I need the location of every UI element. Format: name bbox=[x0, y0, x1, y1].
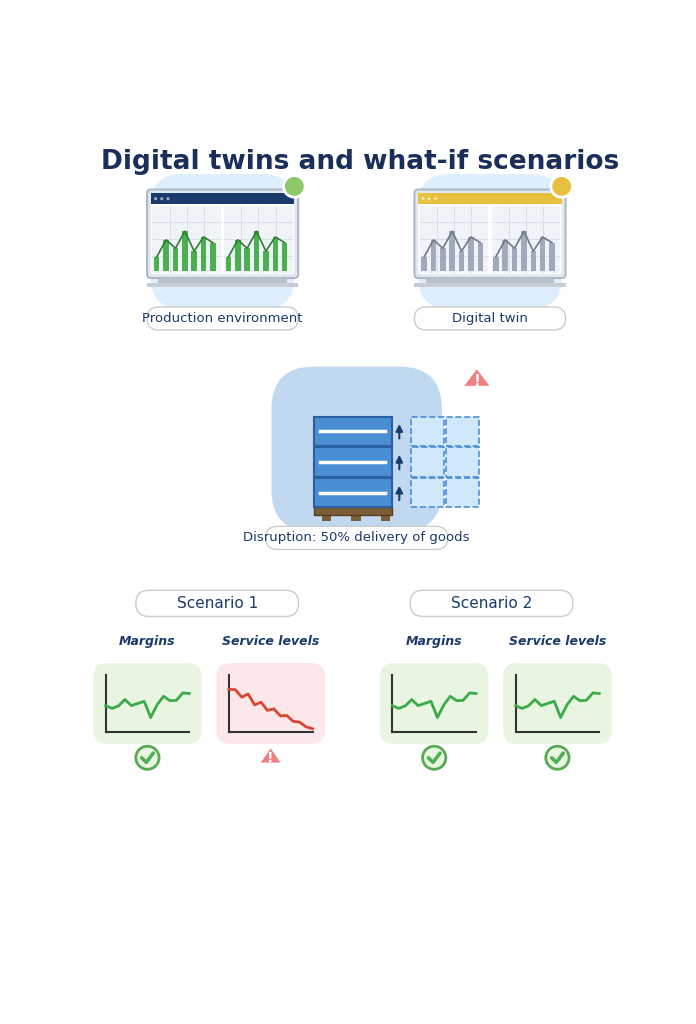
Bar bbox=[235, 240, 241, 271]
FancyBboxPatch shape bbox=[418, 174, 562, 309]
Text: !: ! bbox=[473, 374, 480, 389]
Bar bbox=[414, 284, 566, 288]
Bar bbox=[210, 243, 216, 271]
Bar bbox=[314, 447, 392, 477]
Bar bbox=[226, 257, 231, 271]
FancyBboxPatch shape bbox=[136, 590, 299, 616]
Bar bbox=[147, 284, 298, 288]
Bar bbox=[503, 240, 508, 271]
Bar bbox=[322, 515, 331, 521]
Circle shape bbox=[160, 198, 164, 201]
Text: Service levels: Service levels bbox=[509, 635, 606, 647]
Bar bbox=[540, 237, 546, 271]
FancyBboxPatch shape bbox=[503, 663, 612, 743]
Bar bbox=[468, 237, 474, 271]
Bar bbox=[512, 249, 517, 271]
Circle shape bbox=[166, 198, 170, 201]
Bar bbox=[159, 279, 287, 284]
Bar bbox=[314, 478, 392, 508]
Bar bbox=[459, 251, 464, 271]
Bar bbox=[411, 478, 444, 508]
FancyBboxPatch shape bbox=[216, 663, 325, 743]
Circle shape bbox=[427, 198, 431, 201]
Bar bbox=[450, 231, 455, 271]
Bar bbox=[254, 231, 259, 271]
Polygon shape bbox=[259, 746, 283, 764]
Circle shape bbox=[154, 198, 157, 201]
Text: Disruption: 50% delivery of goods: Disruption: 50% delivery of goods bbox=[244, 531, 470, 545]
Bar bbox=[477, 243, 483, 271]
Bar bbox=[152, 206, 221, 272]
Bar bbox=[411, 417, 444, 445]
Bar bbox=[446, 447, 479, 477]
Text: Margins: Margins bbox=[119, 635, 176, 647]
FancyBboxPatch shape bbox=[414, 189, 566, 279]
Polygon shape bbox=[461, 367, 492, 387]
Bar bbox=[549, 243, 555, 271]
FancyBboxPatch shape bbox=[147, 189, 298, 279]
Bar bbox=[521, 231, 527, 271]
Bar bbox=[446, 417, 479, 445]
FancyBboxPatch shape bbox=[151, 174, 294, 309]
FancyBboxPatch shape bbox=[380, 663, 489, 743]
Bar bbox=[411, 447, 444, 477]
Bar bbox=[493, 257, 498, 271]
Bar bbox=[173, 249, 178, 271]
Text: Service levels: Service levels bbox=[222, 635, 319, 647]
Text: Digital twin: Digital twin bbox=[452, 312, 528, 325]
Circle shape bbox=[546, 746, 569, 769]
Circle shape bbox=[422, 746, 446, 769]
Bar bbox=[314, 417, 392, 445]
Text: Margins: Margins bbox=[406, 635, 463, 647]
Circle shape bbox=[283, 176, 305, 198]
Bar bbox=[191, 251, 197, 271]
Bar bbox=[491, 206, 560, 272]
Bar bbox=[381, 515, 390, 521]
FancyBboxPatch shape bbox=[93, 663, 202, 743]
Circle shape bbox=[434, 198, 437, 201]
Bar bbox=[154, 257, 159, 271]
Bar bbox=[431, 240, 436, 271]
Bar bbox=[351, 515, 361, 521]
Text: !: ! bbox=[267, 752, 274, 765]
FancyBboxPatch shape bbox=[271, 367, 442, 532]
FancyBboxPatch shape bbox=[418, 194, 562, 274]
Circle shape bbox=[421, 198, 425, 201]
Bar bbox=[164, 240, 169, 271]
Bar bbox=[418, 194, 562, 204]
Bar bbox=[314, 508, 392, 515]
Bar bbox=[440, 249, 445, 271]
Bar bbox=[282, 243, 287, 271]
Bar bbox=[273, 237, 278, 271]
Bar bbox=[244, 249, 250, 271]
Bar bbox=[201, 237, 206, 271]
Circle shape bbox=[551, 176, 573, 198]
FancyBboxPatch shape bbox=[410, 590, 573, 616]
FancyBboxPatch shape bbox=[266, 526, 448, 550]
Bar bbox=[421, 257, 427, 271]
Text: Digital twins and what-if scenarios: Digital twins and what-if scenarios bbox=[101, 150, 619, 175]
Bar bbox=[530, 251, 536, 271]
Bar bbox=[446, 478, 479, 508]
Bar bbox=[151, 194, 294, 204]
Bar bbox=[263, 251, 269, 271]
Bar bbox=[182, 231, 187, 271]
Bar bbox=[420, 206, 489, 272]
Text: Scenario 1: Scenario 1 bbox=[177, 596, 258, 611]
Circle shape bbox=[136, 746, 159, 769]
Text: Scenario 2: Scenario 2 bbox=[451, 596, 532, 611]
FancyBboxPatch shape bbox=[147, 307, 298, 330]
FancyBboxPatch shape bbox=[151, 194, 294, 274]
Text: Production environment: Production environment bbox=[143, 312, 303, 325]
FancyBboxPatch shape bbox=[414, 307, 566, 330]
Bar bbox=[426, 279, 554, 284]
Bar bbox=[224, 206, 293, 272]
